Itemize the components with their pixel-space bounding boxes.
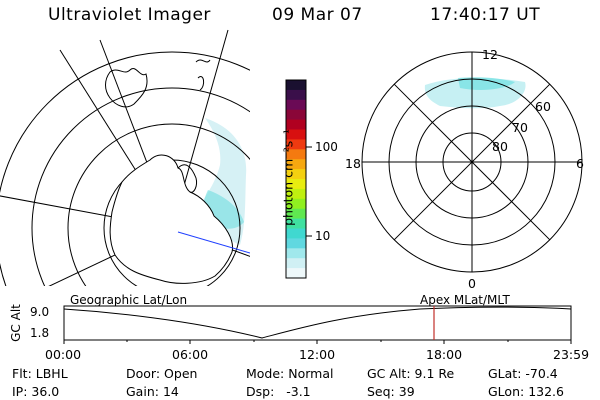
colorbar-frame <box>285 79 307 279</box>
timeline-ytick-9: 9.0 <box>30 305 50 319</box>
colorbar-segment <box>286 218 306 229</box>
polar-ring-label-60: 60 <box>535 99 551 114</box>
timeline-plot <box>63 305 572 344</box>
colorbar-segment <box>286 238 306 249</box>
peninsula-outline <box>177 164 197 193</box>
coastline-australia <box>105 68 148 108</box>
polar-ring-label-80: 80 <box>492 139 508 154</box>
colorbar-segment <box>286 208 306 220</box>
polar-diagonal-2 <box>393 83 551 241</box>
colorbar-segment <box>286 268 306 279</box>
antarctica-outline <box>109 154 234 284</box>
colorbar-segment <box>286 139 306 150</box>
timeline-ylabel: GC Alt <box>9 304 23 342</box>
info-door: Door: Open <box>126 366 198 381</box>
colorbar-tick-label-10: 10 <box>315 229 331 243</box>
timeline-xtick-0000: 00:00 <box>45 347 82 362</box>
timeline-xtick-1800: 18:00 <box>426 347 463 362</box>
info-gain: Gain: 14 <box>126 384 179 399</box>
image-date: 09 Mar 07 <box>272 5 363 25</box>
colorbar-label: photon cm⁻²s⁻¹ <box>280 129 296 226</box>
polar-plot <box>361 51 583 273</box>
colorbar-segment <box>286 119 306 130</box>
image-time: 17:40:17 UT <box>430 5 541 25</box>
colorbar-segment <box>286 149 306 160</box>
colorbar-segment <box>286 179 306 190</box>
timeline-xtick-1200: 12:00 <box>299 347 336 362</box>
colorbar-segment <box>286 159 306 170</box>
info-dsp: Dsp: -3.1 <box>246 384 311 399</box>
colorbar-tick-label-100: 100 <box>315 140 338 154</box>
magnetic-meridian <box>177 231 250 254</box>
timeline-xtick-0600: 06:00 <box>172 347 209 362</box>
colorbar <box>286 80 306 279</box>
colorbar-segment <box>286 258 306 269</box>
geographic-map <box>0 29 250 286</box>
coastline-new-zealand <box>195 59 211 91</box>
colorbar-segment <box>286 99 306 111</box>
colorbar-segment <box>286 169 306 180</box>
timeline-left-caption: Geographic Lat/Lon <box>70 293 188 307</box>
info-gc-alt: GC Alt: 9.1 Re <box>367 366 455 381</box>
timeline-xticks <box>63 340 572 344</box>
info-glat: GLat: -70.4 <box>488 366 558 381</box>
timeline-ytick-1-8: 1.8 <box>30 326 50 340</box>
info-filter: Flt: LBHL <box>12 366 68 381</box>
polar-label-18: 18 <box>345 156 361 171</box>
colorbar-segment <box>286 89 306 101</box>
colorbar-segment <box>286 228 306 239</box>
polar-label-12: 12 <box>482 47 498 62</box>
app-title: Ultraviolet Imager <box>48 5 211 25</box>
timeline-right-caption: Apex MLat/MLT <box>420 293 510 307</box>
colorbar-segment <box>286 129 306 140</box>
colorbar-segment <box>286 188 306 200</box>
colorbar-segment <box>286 80 306 91</box>
info-mode: Mode: Normal <box>246 366 334 381</box>
info-seq: Seq: 39 <box>367 384 415 399</box>
timeline-frame <box>63 305 572 341</box>
altitude-curve <box>63 306 572 339</box>
colorbar-segment <box>286 248 306 259</box>
info-ip: IP: 36.0 <box>12 384 60 399</box>
polar-label-0: 0 <box>468 276 476 291</box>
colorbar-segment <box>286 109 306 121</box>
timeline-xtick-2359: 23:59 <box>553 347 590 362</box>
polar-label-6: 6 <box>576 156 584 171</box>
polar-ring-label-70: 70 <box>512 120 528 135</box>
info-glon: GLon: 132.6 <box>488 384 564 399</box>
colorbar-segment <box>286 198 306 210</box>
